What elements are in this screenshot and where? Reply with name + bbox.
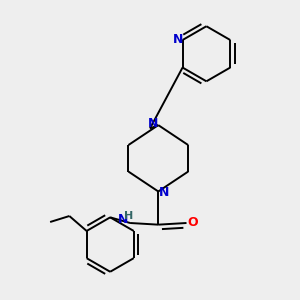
Text: N: N <box>173 32 183 46</box>
Text: N: N <box>159 186 169 199</box>
Text: H: H <box>124 211 134 221</box>
Text: O: O <box>187 217 198 230</box>
Text: N: N <box>148 117 158 130</box>
Text: N: N <box>118 212 128 226</box>
